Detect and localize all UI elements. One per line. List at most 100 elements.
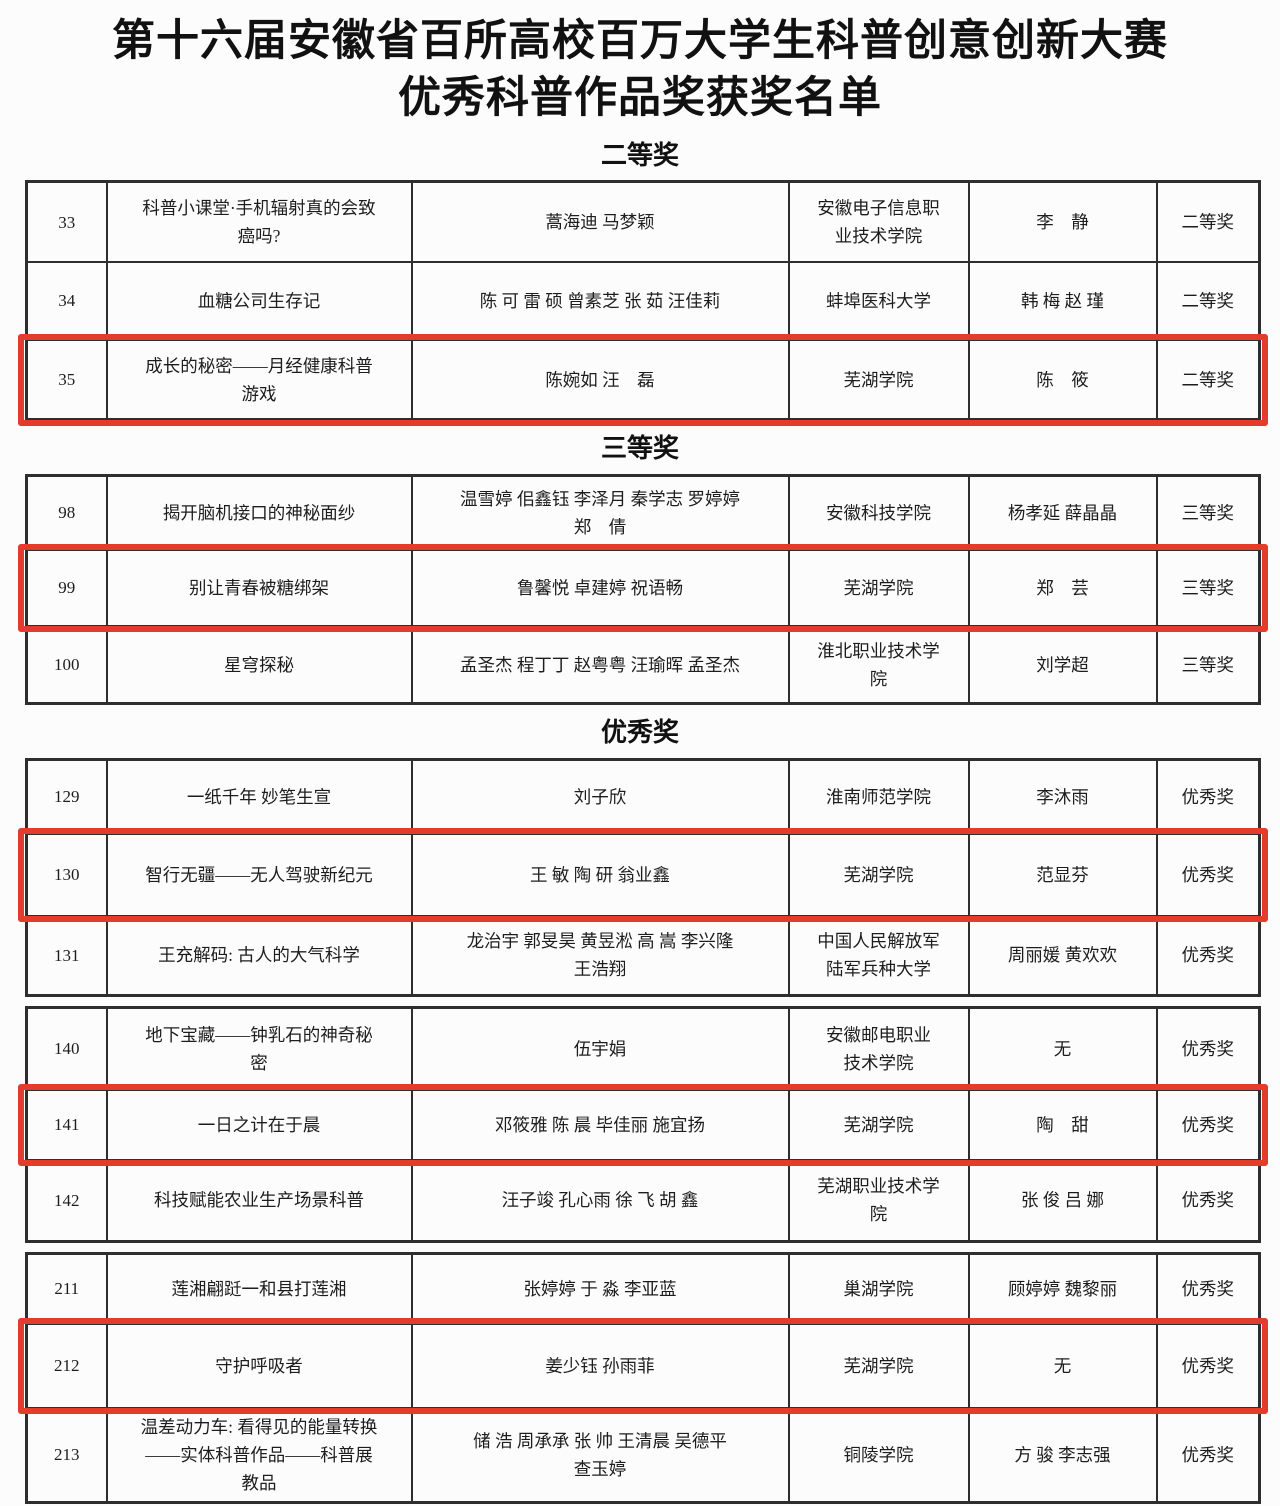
cell-work-title: 守护呼吸者 [105,1322,413,1409]
cell-authors: 陈婉如 汪 磊 [410,338,790,421]
table-row: 33 科普小课堂·手机辐射真的会致 癌吗? 蒿海迪 马梦颖 安徽电子信息职 业技… [25,180,1261,263]
cell-advisors: 无 [967,1322,1158,1409]
cell-advisors: 周丽媛 黄欢欢 [967,914,1158,997]
cell-index: 130 [25,832,108,917]
cell-school: 淮北职业技术学 院 [787,624,970,705]
page-title-line-2: 优秀科普作品奖获奖名单 [398,74,882,122]
cell-advisors: 韩 梅 赵 瑾 [967,260,1158,341]
cell-advisors: 郑 芸 [967,548,1158,627]
table-row: 99 别让青春被糖绑架 鲁馨悦 卓建婷 祝语畅 芜湖学院 郑 芸 三等奖 [25,548,1261,627]
cell-index: 98 [25,474,108,551]
table-row: 35 成长的秘密——月经健康科普 游戏 陈婉如 汪 磊 芜湖学院 陈 筱 二等奖 [25,338,1261,421]
cell-work-title: 一日之计在于晨 [105,1088,413,1161]
cell-index: 131 [25,914,108,997]
cell-authors: 王 敏 陶 研 翁业鑫 [410,832,790,917]
cell-index: 140 [25,1006,108,1091]
section-header: 优秀奖 [600,718,679,748]
cell-authors: 邓筱雅 陈 晨 毕佳丽 施宜扬 [410,1088,790,1161]
cell-authors: 张婷婷 于 淼 李亚蓝 [410,1252,790,1325]
cell-index: 35 [25,338,108,421]
cell-work-title: 成长的秘密——月经健康科普 游戏 [105,338,413,421]
cell-school: 蚌埠医科大学 [787,260,970,341]
cell-advisors: 张 俊 吕 娜 [967,1158,1158,1243]
cell-advisors: 李沐雨 [967,758,1158,835]
table-row: 131 王充解码: 古人的大气科学 龙治宇 郭旻昊 黄昱淞 高 嵩 李兴隆 王浩… [25,914,1261,997]
cell-advisors: 陶 甜 [967,1088,1158,1161]
cell-school: 芜湖学院 [787,1322,970,1409]
cell-index: 141 [25,1088,108,1161]
cell-work-title: 科技赋能农业生产场景科普 [105,1158,413,1243]
cell-authors: 鲁馨悦 卓建婷 祝语畅 [410,548,790,627]
cell-authors: 姜少钰 孙雨菲 [410,1322,790,1409]
cell-advisors: 无 [967,1006,1158,1091]
cell-advisors: 范显芬 [967,832,1158,917]
table-row: 212 守护呼吸者 姜少钰 孙雨菲 芜湖学院 无 优秀奖 [25,1322,1261,1409]
cell-work-title: 别让青春被糖绑架 [105,548,413,627]
cell-authors: 蒿海迪 马梦颖 [410,180,790,263]
cell-work-title: 智行无疆——无人驾驶新纪元 [105,832,413,917]
cell-authors: 温雪婷 佀鑫钰 李泽月 秦学志 罗婷婷 郑 倩 [410,474,790,551]
cell-school: 淮南师范学院 [787,758,970,835]
cell-award: 三等奖 [1155,474,1261,551]
cell-advisors: 顾婷婷 魏黎丽 [967,1252,1158,1325]
cell-school: 安徽科技学院 [787,474,970,551]
table-row: 100 星穹探秘 孟圣杰 程丁丁 赵粤粤 汪瑜晖 孟圣杰 淮北职业技术学 院 刘… [25,624,1261,705]
table-row: 130 智行无疆——无人驾驶新纪元 王 敏 陶 研 翁业鑫 芜湖学院 范显芬 优… [25,832,1261,917]
cell-advisors: 杨孝延 薛晶晶 [967,474,1158,551]
cell-index: 142 [25,1158,108,1243]
table-row: 213 温差动力车: 看得见的能量转换 ——实体科普作品——科普展 教品 储 浩… [25,1406,1261,1504]
award-section: 三等奖 98 揭开脑机接口的神秘面纱 温雪婷 佀鑫钰 李泽月 秦学志 罗婷婷 郑… [0,434,1280,706]
page-title-line-1: 第十六届安徽省百所高校百万大学生科普创意创新大赛 [112,18,1168,65]
cell-work-title: 血糖公司生存记 [105,260,413,341]
cell-advisors: 刘学超 [967,624,1158,705]
cell-award: 优秀奖 [1155,1322,1261,1409]
table-row: 129 一纸千年 妙笔生宣 刘子欣 淮南师范学院 李沐雨 优秀奖 [25,758,1261,835]
cell-school: 安徽邮电职业 技术学院 [787,1006,970,1091]
cell-school: 芜湖学院 [787,548,970,627]
table-row: 142 科技赋能农业生产场景科普 汪子竣 孔心雨 徐 飞 胡 鑫 芜湖职业技术学… [25,1158,1261,1243]
cell-index: 211 [25,1252,108,1325]
cell-school: 安徽电子信息职 业技术学院 [787,180,970,263]
cell-advisors: 陈 筱 [967,338,1158,421]
cell-index: 129 [25,758,108,835]
cell-award: 三等奖 [1155,624,1261,705]
cell-school: 中国人民解放军 陆军兵种大学 [787,914,970,997]
cell-award: 优秀奖 [1155,1158,1261,1243]
cell-advisors: 李 静 [967,180,1158,263]
results-table: 33 科普小课堂·手机辐射真的会致 癌吗? 蒿海迪 马梦颖 安徽电子信息职 业技… [25,180,1261,422]
cell-index: 99 [25,548,108,627]
cell-school: 巢湖学院 [787,1252,970,1325]
cell-authors: 刘子欣 [410,758,790,835]
cell-award: 二等奖 [1155,338,1261,421]
cell-work-title: 莲湘翩跹一和县打莲湘 [105,1252,413,1325]
cell-school: 铜陵学院 [787,1406,970,1504]
results-table: 211 莲湘翩跹一和县打莲湘 张婷婷 于 淼 李亚蓝 巢湖学院 顾婷婷 魏黎丽 … [25,1252,1261,1504]
cell-award: 优秀奖 [1155,914,1261,997]
cell-work-title: 一纸千年 妙笔生宣 [105,758,413,835]
cell-authors: 储 浩 周承承 张 帅 王清晨 吴德平 查玉婷 [410,1406,790,1504]
cell-award: 三等奖 [1155,548,1261,627]
cell-award: 二等奖 [1155,260,1261,341]
cell-award: 优秀奖 [1155,1406,1261,1504]
cell-work-title: 揭开脑机接口的神秘面纱 [105,474,413,551]
cell-award: 优秀奖 [1155,1088,1261,1161]
award-section: 二等奖 33 科普小课堂·手机辐射真的会致 癌吗? 蒿海迪 马梦颖 安徽电子信息… [0,141,1280,422]
cell-index: 100 [25,624,108,705]
cell-authors: 伍宇娟 [410,1006,790,1091]
award-section: 优秀奖 129 一纸千年 妙笔生宣 刘子欣 淮南师范学院 李沐雨 优秀奖 130… [0,718,1280,1504]
cell-authors: 陈 可 雷 硕 曾素芝 张 茹 汪佳莉 [410,260,790,341]
cell-school: 芜湖学院 [787,832,970,917]
table-row: 140 地下宝藏——钟乳石的神奇秘 密 伍宇娟 安徽邮电职业 技术学院 无 优秀… [25,1006,1261,1091]
results-table: 140 地下宝藏——钟乳石的神奇秘 密 伍宇娟 安徽邮电职业 技术学院 无 优秀… [25,1006,1261,1244]
cell-authors: 龙治宇 郭旻昊 黄昱淞 高 嵩 李兴隆 王浩翔 [410,914,790,997]
cell-award: 优秀奖 [1155,1006,1261,1091]
cell-school: 芜湖职业技术学 院 [787,1158,970,1243]
cell-work-title: 星穹探秘 [105,624,413,705]
cell-work-title: 科普小课堂·手机辐射真的会致 癌吗? [105,180,413,263]
cell-advisors: 方 骏 李志强 [967,1406,1158,1504]
table-row: 98 揭开脑机接口的神秘面纱 温雪婷 佀鑫钰 李泽月 秦学志 罗婷婷 郑 倩 安… [25,474,1261,551]
cell-index: 33 [25,180,108,263]
cell-index: 34 [25,260,108,341]
cell-award: 二等奖 [1155,180,1261,263]
